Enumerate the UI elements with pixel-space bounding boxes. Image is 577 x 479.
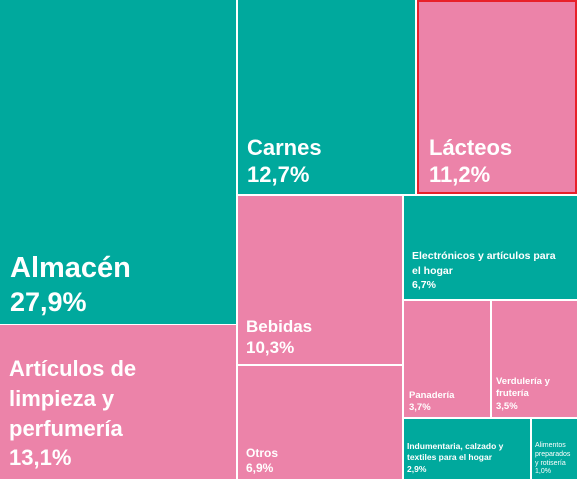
tile-label: Electrónicos y artículos para el hogar <box>412 249 556 277</box>
tile-label: Alimentos preparados y rotisería <box>535 442 571 467</box>
tile-label: Artículos de limpieza y perfumería <box>9 356 137 441</box>
treemap-tile: Artículos de limpieza y perfumería 13,1% <box>0 325 236 479</box>
tile-label: Lácteos <box>429 135 513 161</box>
tile-label: Bebidas <box>246 317 313 337</box>
tile-label: Verdulería y frutería <box>496 375 550 400</box>
tile-label: Indumentaria, calzado y textiles para el… <box>407 440 504 463</box>
tile-value: 3,7% <box>409 401 431 413</box>
tile-value: 27,9% <box>10 286 87 317</box>
tile-label: Almacén <box>10 251 131 284</box>
treemap-tile: Otros 6,9% <box>238 366 402 479</box>
tile-value: 6,9% <box>246 460 274 475</box>
tile-value: 1,0% <box>535 468 551 476</box>
tile-label: Carnes <box>247 135 322 161</box>
tile-label: Otros <box>246 446 279 461</box>
treemap-tile: Carnes 12,7% <box>238 0 415 194</box>
treemap-tile: Verdulería y frutería 3,5% <box>492 301 577 417</box>
treemap-tile: Alimentos preparados y rotisería 1,0% <box>532 419 577 479</box>
treemap-tile: Almacén 27,9% <box>0 0 236 324</box>
tile-value: 2,9% <box>407 463 427 474</box>
tile-value: 12,7% <box>247 161 310 187</box>
tile-value: 13,1% <box>9 445 72 471</box>
treemap-tile: Electrónicos y artículos para el hogar 6,… <box>404 196 577 299</box>
tile-value: 3,5% <box>496 400 518 412</box>
treemap-tile: Bebidas 10,3% <box>238 196 402 364</box>
treemap-tile: Lácteos 11,2% <box>417 0 577 194</box>
tile-value: 11,2% <box>429 161 491 187</box>
treemap-tile: Panadería 3,7% <box>404 301 490 417</box>
treemap-tile: Indumentaria, calzado y textiles para el… <box>404 419 530 479</box>
tile-value: 6,7% <box>412 279 436 292</box>
tile-value: 10,3% <box>246 337 295 357</box>
tile-label: Panadería <box>409 390 455 402</box>
